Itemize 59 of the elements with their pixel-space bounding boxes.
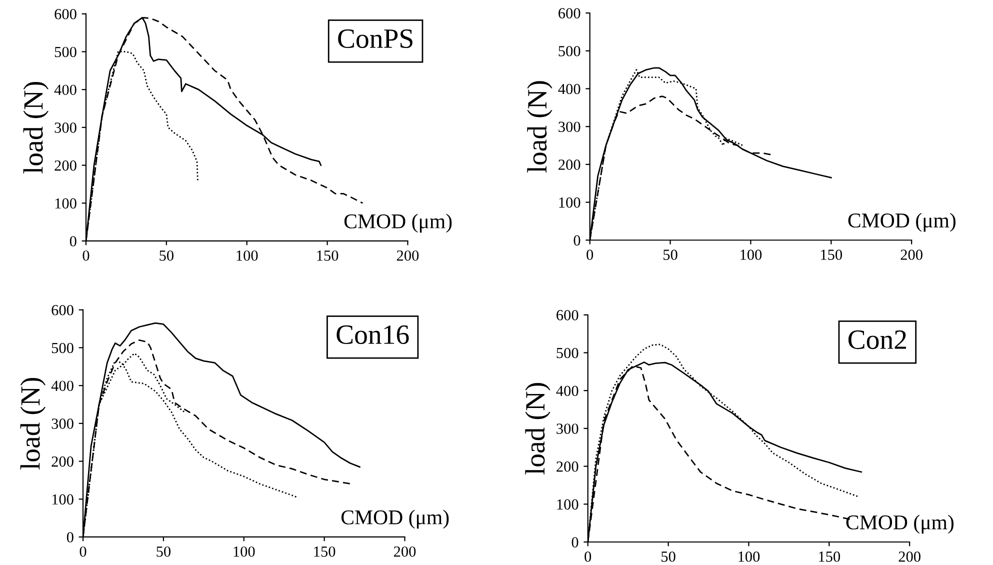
y-tick-label: 500 — [52, 342, 74, 354]
y-tick-label: 0 — [66, 532, 74, 542]
x-tick-label: 50 — [156, 546, 171, 557]
y-tick-label: 0 — [574, 235, 580, 246]
x-tick-label: 100 — [236, 250, 258, 261]
x-tick-label: 150 — [317, 250, 338, 261]
y-tick-label: 400 — [556, 386, 578, 396]
y-tick-label: 600 — [556, 310, 578, 320]
y-tick-label: 600 — [52, 304, 74, 316]
x-tick-label: 150 — [314, 546, 336, 557]
y-tick-label: 100 — [55, 198, 76, 209]
y-tick-label: 100 — [559, 197, 580, 208]
chart-title: Con16 — [336, 325, 409, 344]
x-tick-label: 100 — [740, 250, 762, 260]
y-tick-label: 600 — [54, 8, 76, 20]
y-tick-label: 300 — [558, 122, 580, 132]
x-tick-label: 50 — [662, 551, 676, 562]
x-tick-label: 0 — [586, 250, 594, 260]
x-tick-label: 200 — [394, 546, 416, 557]
x-tick-label: 100 — [738, 551, 760, 562]
y-tick-label: 400 — [54, 84, 76, 96]
y-tick-label: 600 — [558, 8, 580, 18]
x-tick-label: 150 — [819, 551, 840, 562]
x-tick-label: 150 — [821, 250, 842, 260]
y-tick-label: 400 — [558, 84, 580, 94]
y-tick-label: 500 — [558, 46, 580, 56]
x-tick-label: 50 — [160, 250, 174, 261]
y-tick-label: 200 — [54, 160, 76, 171]
x-tick-label: 200 — [898, 551, 920, 562]
y-axis-title: load (N) — [527, 81, 552, 173]
y-tick-label: 500 — [54, 46, 76, 58]
y-tick-label: 100 — [52, 494, 74, 505]
y-tick-label: 100 — [557, 499, 578, 510]
y-tick-label: 500 — [556, 348, 578, 358]
y-tick-label: 0 — [572, 537, 578, 548]
chart-title: ConPS — [338, 29, 412, 48]
x-tick-label: 200 — [900, 250, 922, 260]
y-tick-label: 200 — [558, 160, 580, 170]
chart-title: Con2 — [848, 330, 906, 350]
y-axis-title: load (N) — [20, 378, 46, 470]
x-tick-label: 0 — [82, 250, 90, 261]
x-tick-label: 50 — [664, 250, 678, 260]
y-tick-label: 300 — [556, 424, 578, 434]
x-tick-label: 0 — [584, 551, 592, 562]
y-axis-title: load (N) — [525, 382, 550, 475]
x-axis-title: CMOD (μm) — [846, 514, 954, 534]
y-tick-label: 300 — [52, 418, 74, 429]
x-tick-label: 200 — [396, 250, 419, 261]
y-tick-label: 200 — [556, 461, 578, 472]
y-tick-label: 400 — [51, 380, 74, 392]
y-tick-label: 200 — [52, 456, 74, 467]
y-tick-label: 0 — [70, 236, 76, 246]
x-tick-label: 100 — [234, 546, 255, 557]
x-axis-title: CMOD (μm) — [341, 510, 449, 529]
y-axis-title: load (N) — [23, 82, 48, 174]
y-tick-label: 300 — [54, 122, 76, 133]
x-axis-title: CMOD (μm) — [344, 214, 452, 233]
x-axis-title: CMOD (μm) — [848, 212, 956, 232]
x-tick-label: 0 — [80, 546, 86, 557]
